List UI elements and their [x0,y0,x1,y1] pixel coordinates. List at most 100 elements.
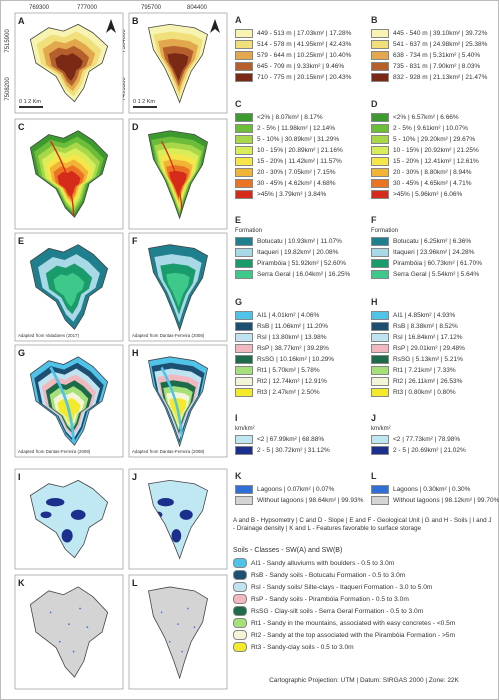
map-zone [167,53,189,82]
footer: Cartographic Projection: UTM | Datum: SI… [269,677,459,684]
lagoon [187,607,189,610]
map-panel: I [14,468,124,570]
legend-label: 30 - 45% | 4.65km² | 4.71% [393,180,472,187]
legend: C <2% | 8.07km² | 8.17% 2 - 5% | 11.98km² … [235,99,343,200]
legend-swatch [371,311,389,320]
legend-item: RsP | 29.01km² | 29.48% [371,343,465,354]
soil-swatch [233,606,247,616]
scale-bar [133,106,157,108]
legend: F Formation Botucatu | 6.25km² | 6.36% Itaq… [371,215,482,280]
soil-label: RsSG - Clay-silt soils - Serra Geral For… [251,607,424,615]
legend-label: RsSG | 10.16km² | 10.29% [257,356,335,363]
legend-swatch [371,62,389,71]
lagoon [169,640,171,643]
legend-label: Lagoons | 0.30km² | 0.30% [393,486,471,493]
legend-item: 5 - 10% | 30.89km² | 31.29% [235,134,343,145]
watershed [30,131,107,217]
coordinate-label: 777000 [77,5,98,11]
legend-item: RsP | 38.77km² | 39.28% [235,343,334,354]
legend-letter: J [371,413,377,423]
legend-item: RsI | 16.84km² | 17.12% [371,332,465,343]
north-arrow [210,19,220,33]
legend-swatch [235,146,253,155]
legend-letter: D [371,99,378,109]
legend-swatch [235,124,253,133]
legend-swatch [235,311,253,320]
watershed-outline [30,480,107,557]
legend-item: Botucatu | 10.93km² | 11.07% [235,236,350,247]
legend-swatch [235,168,253,177]
river [161,140,183,217]
map-zone [55,53,83,81]
legend-label: Botucatu | 6.25km² | 6.36% [393,238,472,245]
legend: H AI1 | 4.85km² | 4.93% RsB | 8.38km² | 8.… [371,297,465,398]
legend-swatch [371,179,389,188]
watershed-outline [30,587,107,677]
legend-swatch [235,179,253,188]
legend-swatch [371,168,389,177]
legend-swatch [235,237,253,246]
scale-label: 0 1 2 Km [133,99,155,105]
legend-item: RsSG | 5.13km² | 5.21% [371,354,465,365]
legend-swatch [371,248,389,257]
legend-item: Rt2 | 12.74km² | 12.91% [235,376,334,387]
watershed-outline [148,131,207,218]
soil-item: Rt1 - Sandy in the mountains, associated… [233,617,497,629]
legend-item: 645 - 709 m | 9.33km² | 9.46% [235,61,351,72]
legend-label: Rt3 | 2.47km² | 2.50% [257,389,320,396]
legend-swatch [371,113,389,122]
legend-label: RsB | 8.38km² | 8.52% [393,323,458,330]
legend-label: Pirambóia | 60.73km² | 61.70% [393,260,483,267]
legend-label: Rt3 | 0.80km² | 0.80% [393,389,456,396]
legend-swatch [235,259,253,268]
lagoon [160,611,163,614]
legend-swatch [371,29,389,38]
legend-label: 710 - 775 m | 20.15km² | 20.43% [257,74,352,81]
soil-label: AI1 - Sandy alluviums with boulders - 0.… [251,559,395,567]
soil-swatch [233,558,247,568]
legend-item: AI1 | 4.01km² | 4.06% [235,310,334,321]
legend-label: 832 - 928 m | 21.13km² | 21.47% [393,74,488,81]
soil-label: RsB - Sandy soils - Botucatu Formation -… [251,571,406,579]
legend-item: 541 - 637 m | 24.98km² | 25.38% [371,39,487,50]
soil-swatch [233,630,247,640]
legend-label: 514 - 578 m | 41.95km² | 42.43% [257,41,352,48]
watershed-outline [148,587,207,678]
legend-letter: K [235,471,242,481]
scale-bar [19,106,43,108]
legend-swatch [371,157,389,166]
legend-item: >45% | 3.79km² | 3.84% [235,189,343,200]
legend-letter: G [235,297,243,307]
legend-label: Itaqueri | 19.82km² | 20.08% [257,249,339,256]
lagoon [49,611,52,614]
legend-label: RsSG | 5.13km² | 5.21% [393,356,463,363]
watershed [148,245,207,331]
legend-swatch [371,435,389,444]
soil-item: Rt3 - Sandy-clay soils - 0.5 to 3.0m [233,641,497,653]
panel-letter: E [18,236,24,246]
map-zone [61,529,73,543]
legend-item: 2 - 5 | 30.72km² | 31.12% [235,445,330,456]
legend-swatch [371,322,389,331]
soil-label: Rt1 - Sandy in the mountains, associated… [251,619,456,627]
map-panel: A 0 1 2 Km [14,12,124,114]
map-panel: K [14,574,124,690]
soil-swatch [233,582,247,592]
legend-label: RsB | 11.06km² | 11.20% [257,323,329,330]
legend-item: Itaqueri | 19.82km² | 20.08% [235,247,350,258]
soil-item: RsI - Sandy soils/ Silte-clays - Itaquer… [233,581,497,593]
legend-label: Rt1 | 5.70km² | 5.78% [257,367,320,374]
legend-label: 638 - 734 m | 5.31km² | 5.40% [393,52,481,59]
source-note: Adapted from Dantas-Ferreira (2008) [18,449,91,454]
legend-swatch [371,270,389,279]
zones [148,356,208,447]
legend: K Lagoons | 0.07km² | 0.07% Without lagoon… [235,471,363,506]
legend-label: Without lagoons | 98.12km² | 99.70% [393,497,499,504]
legend-label: 2 - 5 | 20.69km² | 21.02% [393,447,466,454]
legend-heading: Formation [371,228,399,234]
panel-letter: K [18,578,25,588]
panel-letter: G [18,348,25,358]
lagoon [79,607,81,610]
